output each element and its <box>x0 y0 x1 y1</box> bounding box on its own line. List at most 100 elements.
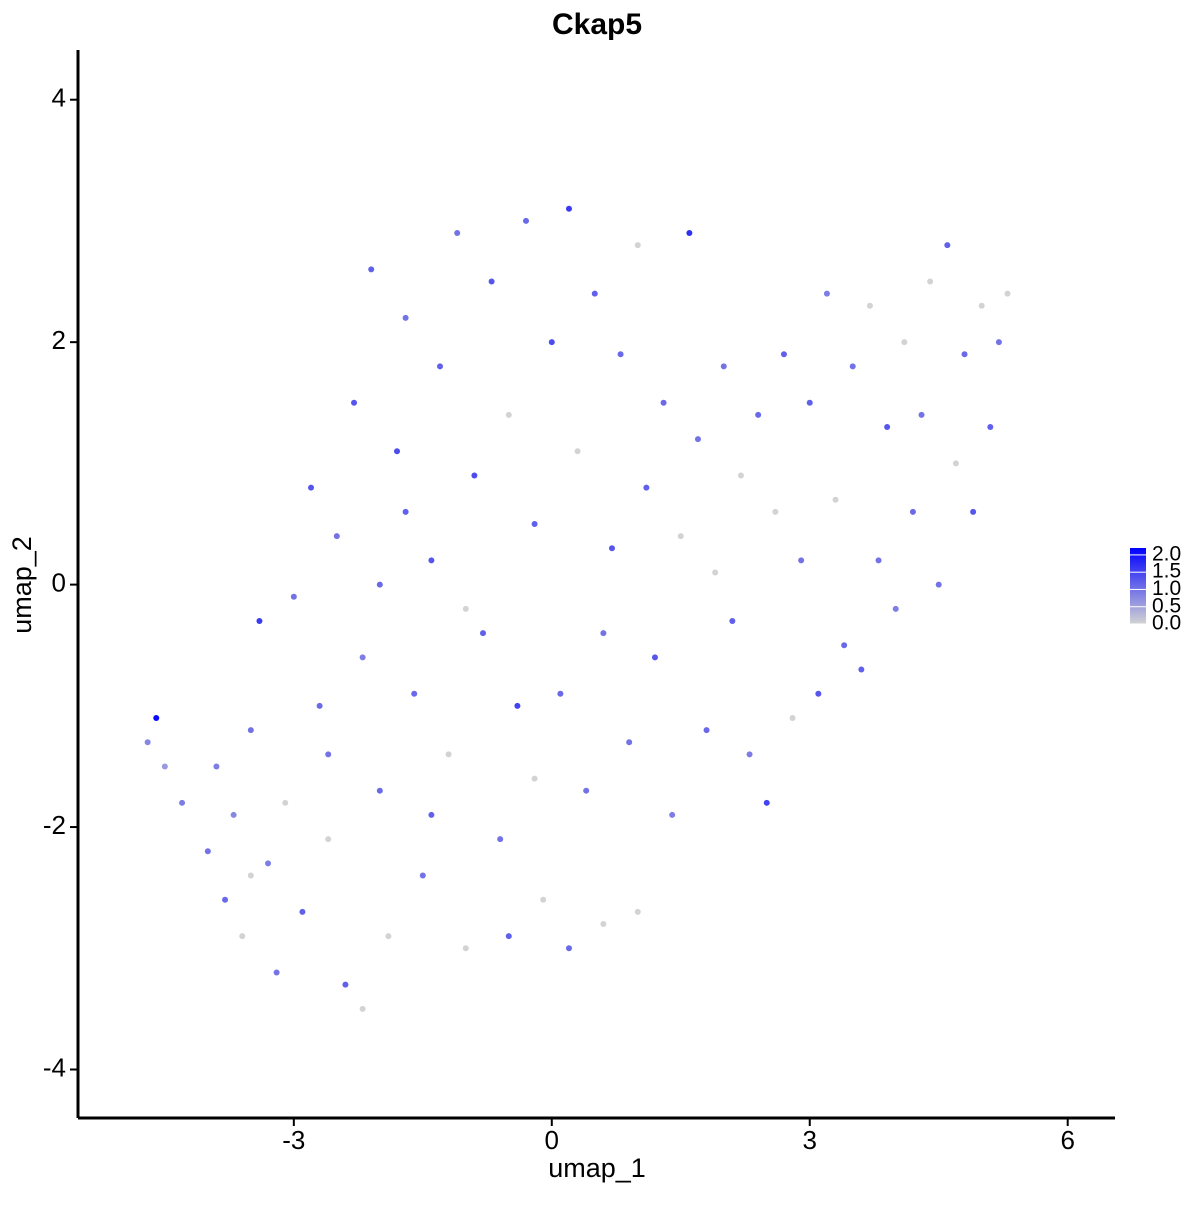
cell-point <box>376 787 383 794</box>
y-axis-label: umap_2 <box>7 536 37 634</box>
cell-point <box>144 739 151 746</box>
cell-point <box>299 908 306 915</box>
cell-point <box>849 363 856 370</box>
cell-point <box>333 533 340 540</box>
cell-point <box>368 266 375 273</box>
y-tick-label: -4 <box>43 1052 66 1082</box>
cell-point <box>428 557 435 564</box>
cell-point <box>858 666 865 673</box>
cell-point <box>729 617 736 624</box>
cell-point <box>153 714 160 721</box>
cell-point <box>935 581 942 588</box>
cell-point <box>247 727 254 734</box>
cell-point <box>901 339 908 346</box>
colorbar-tick-label: 0.5 <box>1152 594 1181 617</box>
y-tick-label: 0 <box>52 567 66 597</box>
cell-point <box>557 690 564 697</box>
colorbar-tick-label: 0.0 <box>1152 612 1181 635</box>
cell-point <box>548 339 555 346</box>
cell-point <box>746 751 753 758</box>
cell-point <box>755 411 762 418</box>
cell-point <box>583 787 590 794</box>
cell-point <box>505 411 512 418</box>
colorbar-tick-label: 1.0 <box>1152 577 1181 600</box>
cell-point <box>961 351 968 358</box>
cell-point <box>540 896 547 903</box>
cell-point <box>437 363 444 370</box>
cell-point <box>428 811 435 818</box>
cell-point <box>325 751 332 758</box>
cell-point <box>669 811 676 818</box>
y-tick-label: 2 <box>52 325 66 355</box>
cell-point <box>995 339 1002 346</box>
cell-point <box>617 351 624 358</box>
cell-point <box>823 290 830 297</box>
cell-point <box>454 230 461 237</box>
cell-point <box>179 799 186 806</box>
cell-point <box>1004 290 1011 297</box>
cell-point <box>694 436 701 443</box>
chart-title: Ckap5 <box>552 8 642 41</box>
cell-point <box>737 472 744 479</box>
cell-point <box>479 630 486 637</box>
cell-point <box>359 654 366 661</box>
cell-point <box>161 763 168 770</box>
cell-point <box>522 217 529 224</box>
cell-point <box>230 811 237 818</box>
cell-point <box>497 836 504 843</box>
cell-point <box>798 557 805 564</box>
cell-point <box>892 605 899 612</box>
cell-point <box>600 630 607 637</box>
cell-point <box>918 411 925 418</box>
cell-point <box>471 472 478 479</box>
cell-point <box>308 484 315 491</box>
cell-point <box>634 242 641 249</box>
cell-point <box>565 205 572 212</box>
cell-point <box>832 496 839 503</box>
cell-point <box>780 351 787 358</box>
cell-point <box>909 508 916 515</box>
cell-point <box>394 448 401 455</box>
cell-point <box>411 690 418 697</box>
cell-point <box>316 702 323 709</box>
cell-point <box>634 908 641 915</box>
cell-point <box>342 981 349 988</box>
cell-point <box>591 290 598 297</box>
cell-point <box>565 945 572 952</box>
cell-point <box>712 569 719 576</box>
cell-point <box>204 848 211 855</box>
cell-point <box>256 617 263 624</box>
cell-point <box>789 714 796 721</box>
cell-point <box>574 448 581 455</box>
cell-point <box>359 1005 366 1012</box>
cell-point <box>239 933 246 940</box>
cell-point <box>462 605 469 612</box>
colorbar-tick-label: 1.5 <box>1152 560 1181 583</box>
cell-point <box>686 230 693 237</box>
cell-point <box>703 727 710 734</box>
cell-point <box>402 508 409 515</box>
cell-point <box>222 896 229 903</box>
cell-point <box>651 654 658 661</box>
cell-point <box>927 278 934 285</box>
colorbar <box>1130 548 1146 624</box>
cell-point <box>247 872 254 879</box>
cell-point <box>952 460 959 467</box>
cell-point <box>970 508 977 515</box>
cell-point <box>385 933 392 940</box>
cell-point <box>376 581 383 588</box>
cell-point <box>600 921 607 928</box>
cell-point <box>273 969 280 976</box>
colorbar-tick-label: 2.0 <box>1152 542 1181 565</box>
cell-point <box>462 945 469 952</box>
cell-point <box>351 399 358 406</box>
x-tick-label: 0 <box>545 1125 559 1155</box>
cell-point <box>772 508 779 515</box>
cell-point <box>531 520 538 527</box>
x-tick-label: -3 <box>282 1125 305 1155</box>
cell-point <box>213 763 220 770</box>
cell-point <box>978 302 985 309</box>
y-tick-label: -2 <box>43 810 66 840</box>
cell-point <box>720 363 727 370</box>
x-axis-label: umap_1 <box>548 1153 646 1183</box>
